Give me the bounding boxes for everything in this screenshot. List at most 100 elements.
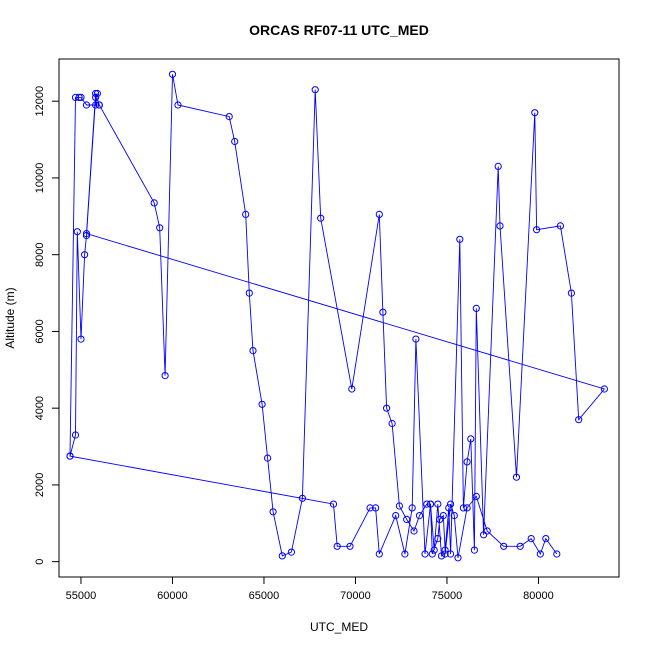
data-point <box>531 109 539 117</box>
y-tick-label: 2000 <box>34 473 46 497</box>
data-point <box>463 504 471 512</box>
data-point <box>278 552 286 560</box>
data-point <box>77 335 85 343</box>
data-point <box>269 508 277 516</box>
data-point <box>445 504 453 512</box>
data-point <box>249 347 257 355</box>
data-point <box>225 113 233 121</box>
data-point <box>410 527 418 535</box>
data-point <box>430 546 438 554</box>
data-point <box>553 550 561 558</box>
data-point <box>428 550 436 558</box>
data-point <box>392 512 400 520</box>
data-point <box>456 235 464 243</box>
data-point <box>472 492 480 500</box>
x-tick-label: 60000 <box>157 590 188 602</box>
x-tick-label: 75000 <box>432 590 463 602</box>
x-tick-label: 55000 <box>66 590 97 602</box>
data-point <box>258 400 266 408</box>
data-point <box>372 504 380 512</box>
data-point <box>287 548 295 556</box>
data-point <box>575 416 583 424</box>
x-tick-label: 65000 <box>249 590 280 602</box>
data-point <box>496 222 504 230</box>
data-point <box>441 550 449 558</box>
y-axis: 0 2000 4000 6000 8000 10000 12000 <box>34 86 60 565</box>
data-point <box>527 535 535 543</box>
data-point <box>437 552 446 560</box>
data-point <box>92 93 100 102</box>
y-tick-label: 10000 <box>34 163 46 194</box>
data-point <box>459 504 467 512</box>
data-point <box>412 335 420 343</box>
data-point <box>600 385 609 393</box>
data-point <box>168 70 177 78</box>
data-point <box>434 535 442 543</box>
data-point <box>463 458 471 466</box>
data-point <box>542 535 550 543</box>
data-point <box>415 512 424 520</box>
data-point <box>434 500 442 508</box>
data-point <box>66 452 74 460</box>
data-point <box>317 214 325 222</box>
data-point <box>426 500 435 508</box>
data-point <box>383 404 391 412</box>
data-point <box>73 228 81 236</box>
plot-area <box>66 70 609 562</box>
data-point <box>82 230 91 238</box>
data-point <box>500 542 508 550</box>
data-point <box>450 512 458 520</box>
data-point <box>467 435 475 443</box>
data-point <box>156 224 164 232</box>
x-axis: 55000 60000 65000 70000 75000 80000 <box>66 576 554 602</box>
data-point <box>242 210 250 218</box>
data-point <box>264 454 272 462</box>
data-point <box>92 89 100 98</box>
data-point <box>379 308 387 316</box>
data-point <box>346 542 354 550</box>
data-point <box>231 137 239 146</box>
data-point <box>395 502 403 510</box>
y-tick-label: 0 <box>34 559 46 565</box>
data-point <box>472 304 480 312</box>
data-point <box>298 494 306 502</box>
data-point <box>556 222 565 230</box>
data-point <box>366 504 374 512</box>
data-point <box>447 500 455 508</box>
x-axis-label: UTC_MED <box>310 620 368 634</box>
data-point <box>77 93 85 102</box>
data-point <box>483 527 491 535</box>
data-point <box>512 473 521 481</box>
y-tick-label: 12000 <box>34 86 46 117</box>
data-point <box>245 289 253 297</box>
data-point <box>436 515 444 524</box>
data-point <box>408 504 416 512</box>
data-point <box>329 500 338 508</box>
data-point <box>82 231 91 240</box>
data-point <box>161 372 169 380</box>
y-axis-label: Altitude (m) <box>3 287 17 348</box>
data-point <box>494 162 502 170</box>
y-tick-label: 6000 <box>34 319 46 343</box>
data-point <box>423 500 431 508</box>
y-tick-label: 8000 <box>34 242 46 266</box>
data-point <box>92 101 100 109</box>
data-point <box>150 199 158 207</box>
data-point <box>81 251 89 259</box>
data-point <box>536 550 544 558</box>
data-point <box>375 550 383 558</box>
data-point <box>447 550 455 558</box>
data-point <box>441 546 449 554</box>
data-point <box>71 431 80 439</box>
data-point <box>421 550 429 558</box>
data-point <box>75 93 83 102</box>
x-tick-label: 70000 <box>340 590 371 602</box>
data-point <box>401 550 409 558</box>
data-point <box>403 515 411 524</box>
data-point <box>95 101 103 109</box>
data-point <box>333 542 341 550</box>
data-point <box>71 93 80 102</box>
data-point <box>348 385 356 393</box>
data-point <box>454 554 462 562</box>
